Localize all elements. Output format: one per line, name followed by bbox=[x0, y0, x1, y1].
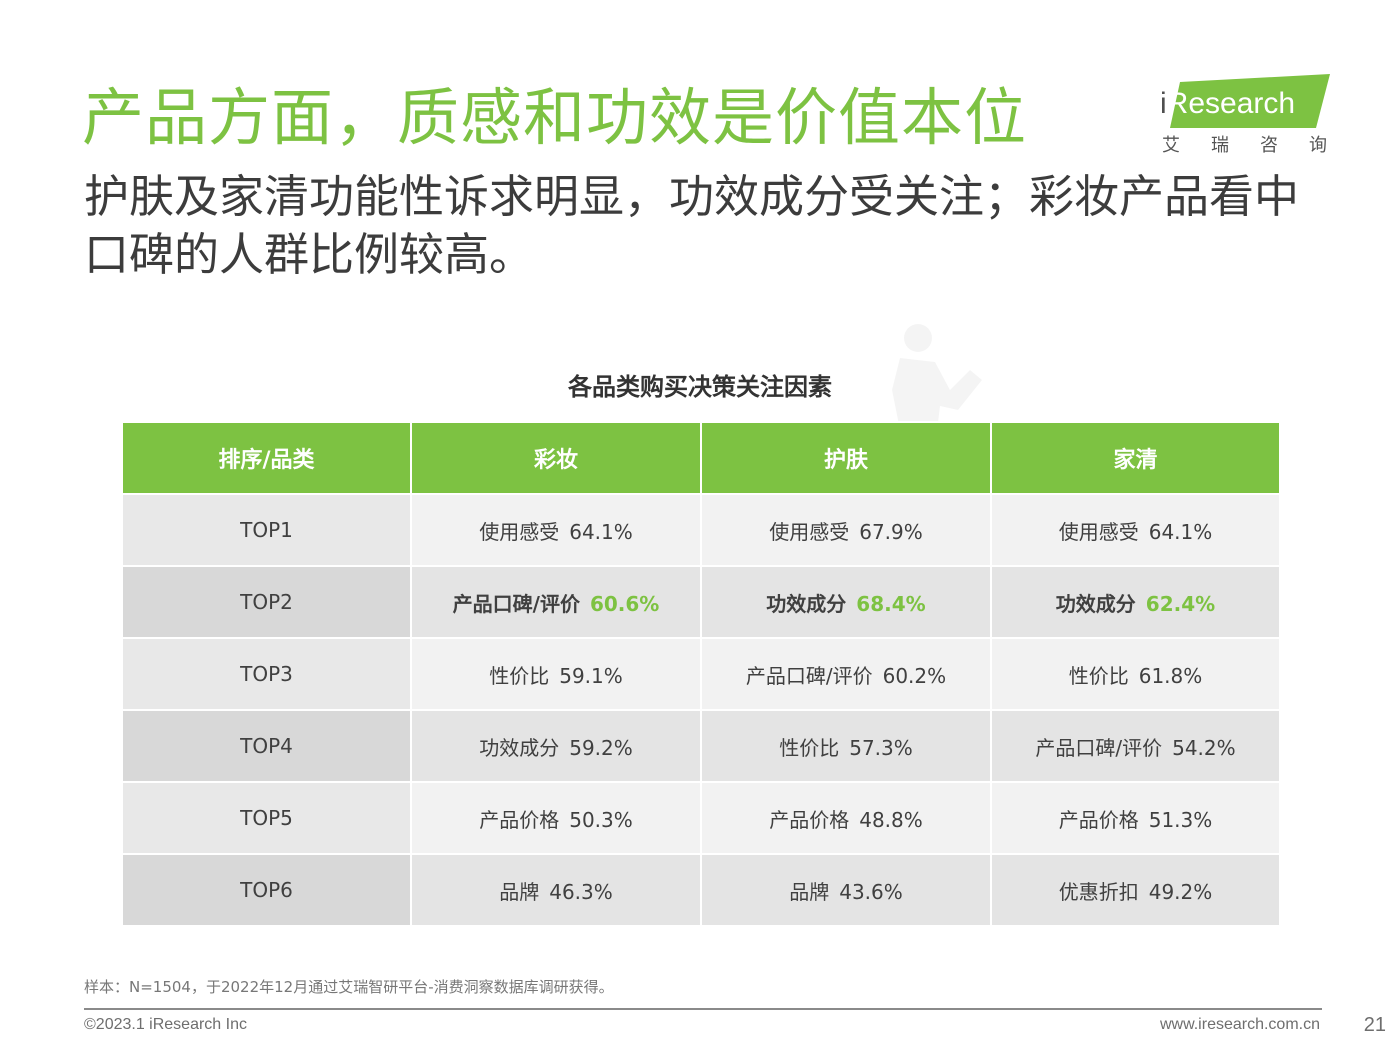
factor-label: 产品价格 bbox=[769, 807, 850, 832]
factor-cell: 性价比 57.3% bbox=[700, 709, 992, 783]
factor-cell: 使用感受 64.1% bbox=[410, 493, 702, 567]
rank-cell: TOP3 bbox=[121, 637, 412, 711]
factor-label: 产品口碑/评价 bbox=[745, 663, 873, 688]
factor-cell: 品牌 43.6% bbox=[700, 853, 992, 927]
factor-cell: 产品口碑/评价 60.6% bbox=[410, 565, 702, 639]
factor-value: 46.3% bbox=[549, 879, 613, 904]
factor-cell: 使用感受 67.9% bbox=[700, 493, 992, 567]
rank-cell: TOP4 bbox=[121, 709, 412, 783]
factor-label: 产品价格 bbox=[1058, 807, 1139, 832]
rank-cell: TOP1 bbox=[121, 493, 412, 567]
factor-value: 68.4% bbox=[856, 591, 926, 616]
table-row: TOP5 产品价格 50.3% 产品价格 48.8% 产品价格 51.3% bbox=[121, 781, 1281, 855]
table-row: TOP2 产品口碑/评价 60.6% 功效成分 68.4% 功效成分 62.4% bbox=[121, 565, 1281, 639]
factor-value: 60.6% bbox=[589, 591, 660, 616]
factor-value: 67.9% bbox=[859, 519, 923, 544]
factor-value: 50.3% bbox=[569, 807, 633, 832]
sample-footnote: 样本：N=1504，于2022年12月通过艾瑞智研平台-消费洞察数据库调研获得。 bbox=[84, 978, 614, 996]
logo-i: i bbox=[1160, 87, 1167, 120]
header-rank: 排序/品类 bbox=[121, 421, 412, 495]
factor-label: 优惠折扣 bbox=[1058, 879, 1139, 904]
iresearch-logo: iResearch 艾瑞咨询 bbox=[1158, 72, 1330, 162]
factor-cell: 功效成分 68.4% bbox=[700, 565, 992, 639]
page-number: 21 bbox=[1363, 1014, 1386, 1036]
table-row: TOP6 品牌 46.3% 品牌 43.6% 优惠折扣 49.2% bbox=[121, 853, 1281, 927]
factor-label: 产品口碑/评价 bbox=[1035, 735, 1163, 760]
factor-value: 51.3% bbox=[1148, 807, 1213, 832]
factor-value: 48.8% bbox=[859, 807, 923, 832]
table-header-row: 排序/品类 彩妆 护肤 家清 bbox=[121, 421, 1281, 495]
factor-cell: 功效成分 59.2% bbox=[410, 709, 702, 783]
logo-banner-shape bbox=[1170, 74, 1330, 128]
factor-label: 产品价格 bbox=[479, 807, 560, 832]
factor-cell: 使用感受 64.1% bbox=[990, 493, 1281, 567]
factor-value: 54.2% bbox=[1172, 735, 1236, 760]
factor-cell: 性价比 59.1% bbox=[410, 637, 702, 711]
factor-label: 使用感受 bbox=[479, 519, 560, 544]
rank-cell: TOP5 bbox=[121, 781, 412, 855]
factor-value: 57.3% bbox=[849, 735, 913, 760]
logo-research: Research bbox=[1166, 87, 1296, 120]
factor-value: 64.1% bbox=[1148, 519, 1213, 544]
copyright: ©2023.1 iResearch Inc bbox=[84, 1016, 247, 1033]
rank-cell: TOP2 bbox=[121, 565, 412, 639]
table-row: TOP3 性价比 59.1% 产品口碑/评价 60.2% 性价比 61.8% bbox=[121, 637, 1281, 711]
factor-value: 61.8% bbox=[1138, 663, 1203, 688]
factor-cell: 品牌 46.3% bbox=[410, 853, 702, 927]
factor-cell: 功效成分 62.4% bbox=[990, 565, 1281, 639]
table-row: TOP4 功效成分 59.2% 性价比 57.3% 产品口碑/评价 54.2% bbox=[121, 709, 1281, 783]
footer-divider bbox=[84, 1008, 1322, 1010]
factor-label: 功效成分 bbox=[1055, 591, 1136, 616]
factor-label: 性价比 bbox=[779, 735, 840, 760]
header-makeup: 彩妆 bbox=[410, 421, 702, 495]
page-title: 产品方面，质感和功效是价值本位 bbox=[82, 81, 1028, 154]
factor-value: 60.2% bbox=[882, 663, 947, 688]
factor-label: 品牌 bbox=[499, 879, 540, 904]
factor-cell: 产品价格 50.3% bbox=[410, 781, 702, 855]
decision-factors-table: 排序/品类 彩妆 护肤 家清 TOP1 使用感受 64.1% 使用感受 67.9% 使用感… bbox=[121, 421, 1281, 927]
header-skincare: 护肤 bbox=[700, 421, 992, 495]
factor-value: 43.6% bbox=[839, 879, 903, 904]
factor-cell: 优惠折扣 49.2% bbox=[990, 853, 1281, 927]
factor-label: 使用感受 bbox=[1058, 519, 1139, 544]
factor-label: 功效成分 bbox=[766, 591, 847, 616]
table-title: 各品类购买决策关注因素 bbox=[568, 373, 832, 401]
logo-wordmark: iResearch bbox=[1160, 84, 1295, 124]
page-subtitle: 护肤及家清功能性诉求明显，功效成分受关注；彩妆产品看中口碑的人群比例较高。 bbox=[84, 170, 1300, 281]
website: www.iresearch.com.cn bbox=[1159, 1016, 1320, 1033]
factor-label: 品牌 bbox=[789, 879, 830, 904]
factor-cell: 产品价格 51.3% bbox=[990, 781, 1281, 855]
factor-value: 59.2% bbox=[569, 735, 633, 760]
factor-value: 59.1% bbox=[559, 663, 623, 688]
logo-chinese: 艾瑞咨询 bbox=[1162, 135, 1358, 156]
factor-cell: 产品价格 48.8% bbox=[700, 781, 992, 855]
factor-value: 49.2% bbox=[1148, 879, 1213, 904]
table-body: TOP1 使用感受 64.1% 使用感受 67.9% 使用感受 64.1% TOP2 产品口碑/… bbox=[121, 493, 1281, 927]
factor-label: 性价比 bbox=[1068, 663, 1129, 688]
rank-cell: TOP6 bbox=[121, 853, 412, 927]
factor-value: 62.4% bbox=[1145, 591, 1216, 616]
factor-label: 功效成分 bbox=[479, 735, 560, 760]
factor-label: 性价比 bbox=[489, 663, 550, 688]
factor-label: 产品口碑/评价 bbox=[452, 591, 580, 616]
factor-cell: 性价比 61.8% bbox=[990, 637, 1281, 711]
factor-label: 使用感受 bbox=[769, 519, 850, 544]
factor-value: 64.1% bbox=[569, 519, 633, 544]
factor-cell: 产品口碑/评价 54.2% bbox=[990, 709, 1281, 783]
factor-cell: 产品口碑/评价 60.2% bbox=[700, 637, 992, 711]
header-home-cleaning: 家清 bbox=[990, 421, 1281, 495]
table-row: TOP1 使用感受 64.1% 使用感受 67.9% 使用感受 64.1% bbox=[121, 493, 1281, 567]
